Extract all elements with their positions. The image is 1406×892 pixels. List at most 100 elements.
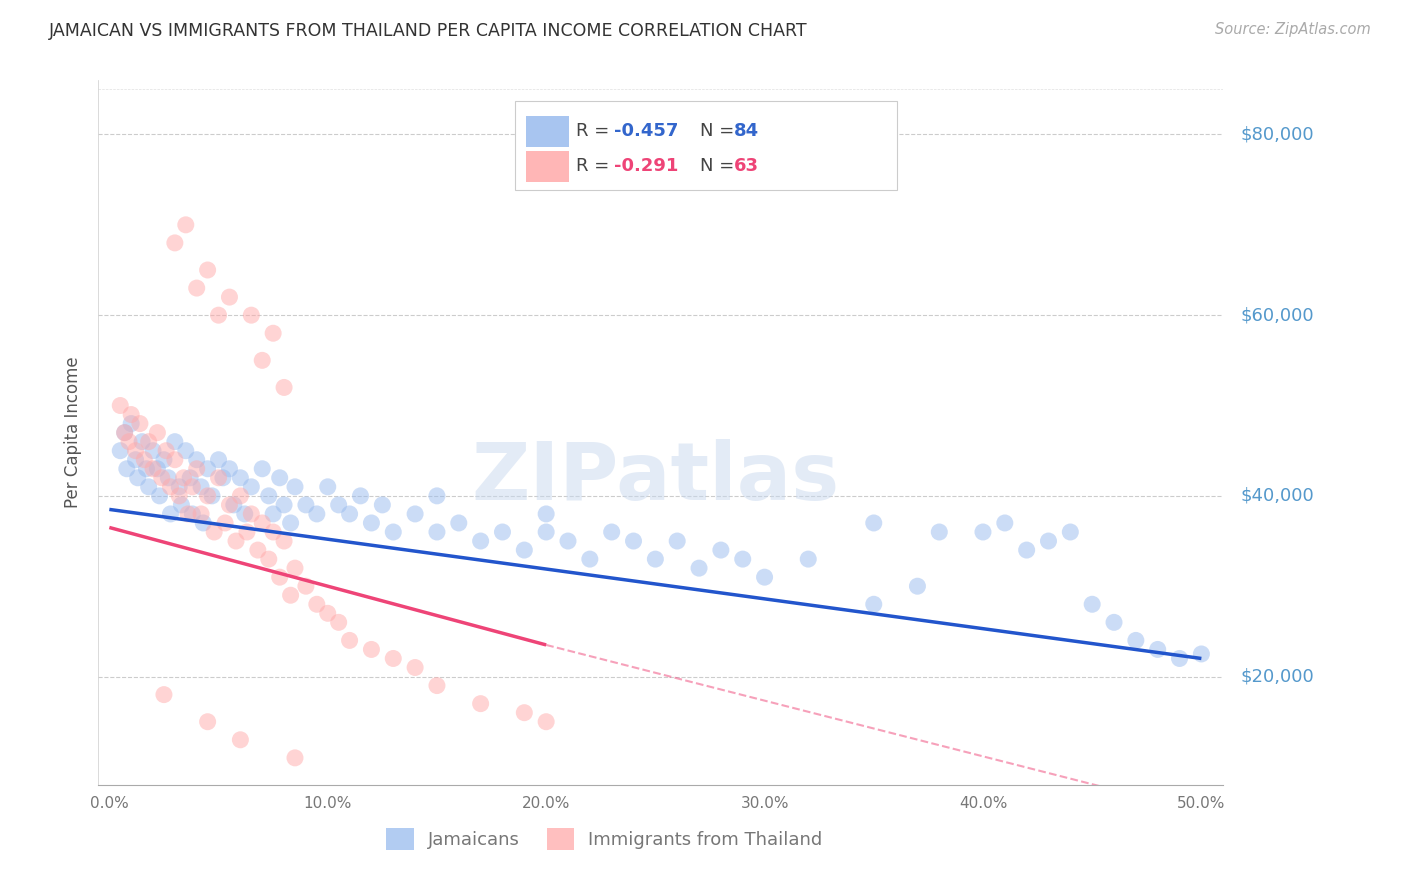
- Point: [316, 607, 339, 621]
- Point: [129, 417, 152, 431]
- Text: 63: 63: [734, 157, 759, 175]
- Point: [305, 507, 328, 521]
- Point: [118, 434, 141, 449]
- Point: [295, 579, 318, 593]
- Point: [177, 507, 200, 521]
- Point: [197, 263, 219, 277]
- Text: ZIPatlas: ZIPatlas: [471, 439, 839, 516]
- Point: [328, 615, 350, 630]
- Point: [186, 462, 208, 476]
- Point: [110, 443, 132, 458]
- Text: -0.291: -0.291: [613, 157, 678, 175]
- Point: [252, 516, 274, 530]
- Point: [404, 507, 426, 521]
- Text: $80,000: $80,000: [1240, 126, 1315, 144]
- Point: [153, 688, 176, 702]
- Point: [120, 408, 142, 422]
- Point: [305, 597, 328, 611]
- Point: [797, 552, 820, 566]
- Point: [426, 489, 449, 503]
- Point: [167, 489, 190, 503]
- Point: [339, 633, 361, 648]
- Point: [124, 443, 146, 458]
- Point: [491, 524, 513, 539]
- Point: [710, 543, 733, 558]
- Legend: Jamaicans, Immigrants from Thailand: Jamaicans, Immigrants from Thailand: [380, 821, 830, 857]
- Point: [142, 443, 165, 458]
- Point: [426, 679, 449, 693]
- Point: [179, 471, 201, 485]
- Point: [201, 489, 224, 503]
- Point: [1189, 647, 1212, 661]
- Point: [262, 326, 284, 341]
- Point: [360, 642, 382, 657]
- Point: [173, 471, 195, 485]
- Point: [131, 434, 153, 449]
- Point: [186, 281, 208, 295]
- Point: [159, 480, 181, 494]
- Point: [229, 471, 252, 485]
- Point: [600, 524, 623, 539]
- Point: [134, 452, 156, 467]
- Point: [233, 507, 256, 521]
- Point: [148, 489, 170, 503]
- Point: [225, 534, 247, 549]
- Bar: [526, 151, 568, 183]
- Point: [644, 552, 666, 566]
- Point: [1038, 534, 1060, 549]
- Text: R =: R =: [576, 122, 616, 140]
- Point: [1015, 543, 1038, 558]
- Point: [382, 651, 405, 665]
- Point: [404, 660, 426, 674]
- Point: [120, 417, 142, 431]
- Point: [280, 516, 302, 530]
- Point: [163, 452, 186, 467]
- Point: [534, 524, 557, 539]
- Point: [193, 516, 215, 530]
- Point: [262, 507, 284, 521]
- Point: [470, 697, 492, 711]
- Point: [1102, 615, 1125, 630]
- Point: [157, 471, 180, 485]
- Text: -0.457: -0.457: [613, 122, 678, 140]
- Text: Source: ZipAtlas.com: Source: ZipAtlas.com: [1215, 22, 1371, 37]
- Point: [339, 507, 361, 521]
- Point: [731, 552, 754, 566]
- Point: [174, 443, 197, 458]
- Bar: [526, 116, 568, 147]
- Point: [212, 471, 235, 485]
- Point: [1081, 597, 1104, 611]
- Text: 84: 84: [734, 122, 759, 140]
- Point: [328, 498, 350, 512]
- Point: [273, 534, 295, 549]
- Point: [190, 507, 212, 521]
- Point: [170, 498, 193, 512]
- Point: [1125, 633, 1147, 648]
- Point: [557, 534, 579, 549]
- Point: [181, 507, 204, 521]
- Point: [623, 534, 645, 549]
- Point: [218, 290, 240, 304]
- Point: [1168, 651, 1191, 665]
- Point: [207, 471, 229, 485]
- Point: [257, 489, 280, 503]
- Point: [269, 570, 291, 584]
- Point: [666, 534, 689, 549]
- FancyBboxPatch shape: [515, 102, 897, 189]
- Point: [579, 552, 602, 566]
- Point: [246, 543, 269, 558]
- Point: [269, 471, 291, 485]
- Point: [252, 353, 274, 368]
- Point: [470, 534, 492, 549]
- Point: [124, 452, 146, 467]
- Point: [163, 434, 186, 449]
- Point: [214, 516, 236, 530]
- Point: [360, 516, 382, 530]
- Point: [240, 480, 263, 494]
- Point: [994, 516, 1017, 530]
- Point: [218, 462, 240, 476]
- Point: [229, 489, 252, 503]
- Point: [513, 543, 536, 558]
- Point: [513, 706, 536, 720]
- Point: [534, 714, 557, 729]
